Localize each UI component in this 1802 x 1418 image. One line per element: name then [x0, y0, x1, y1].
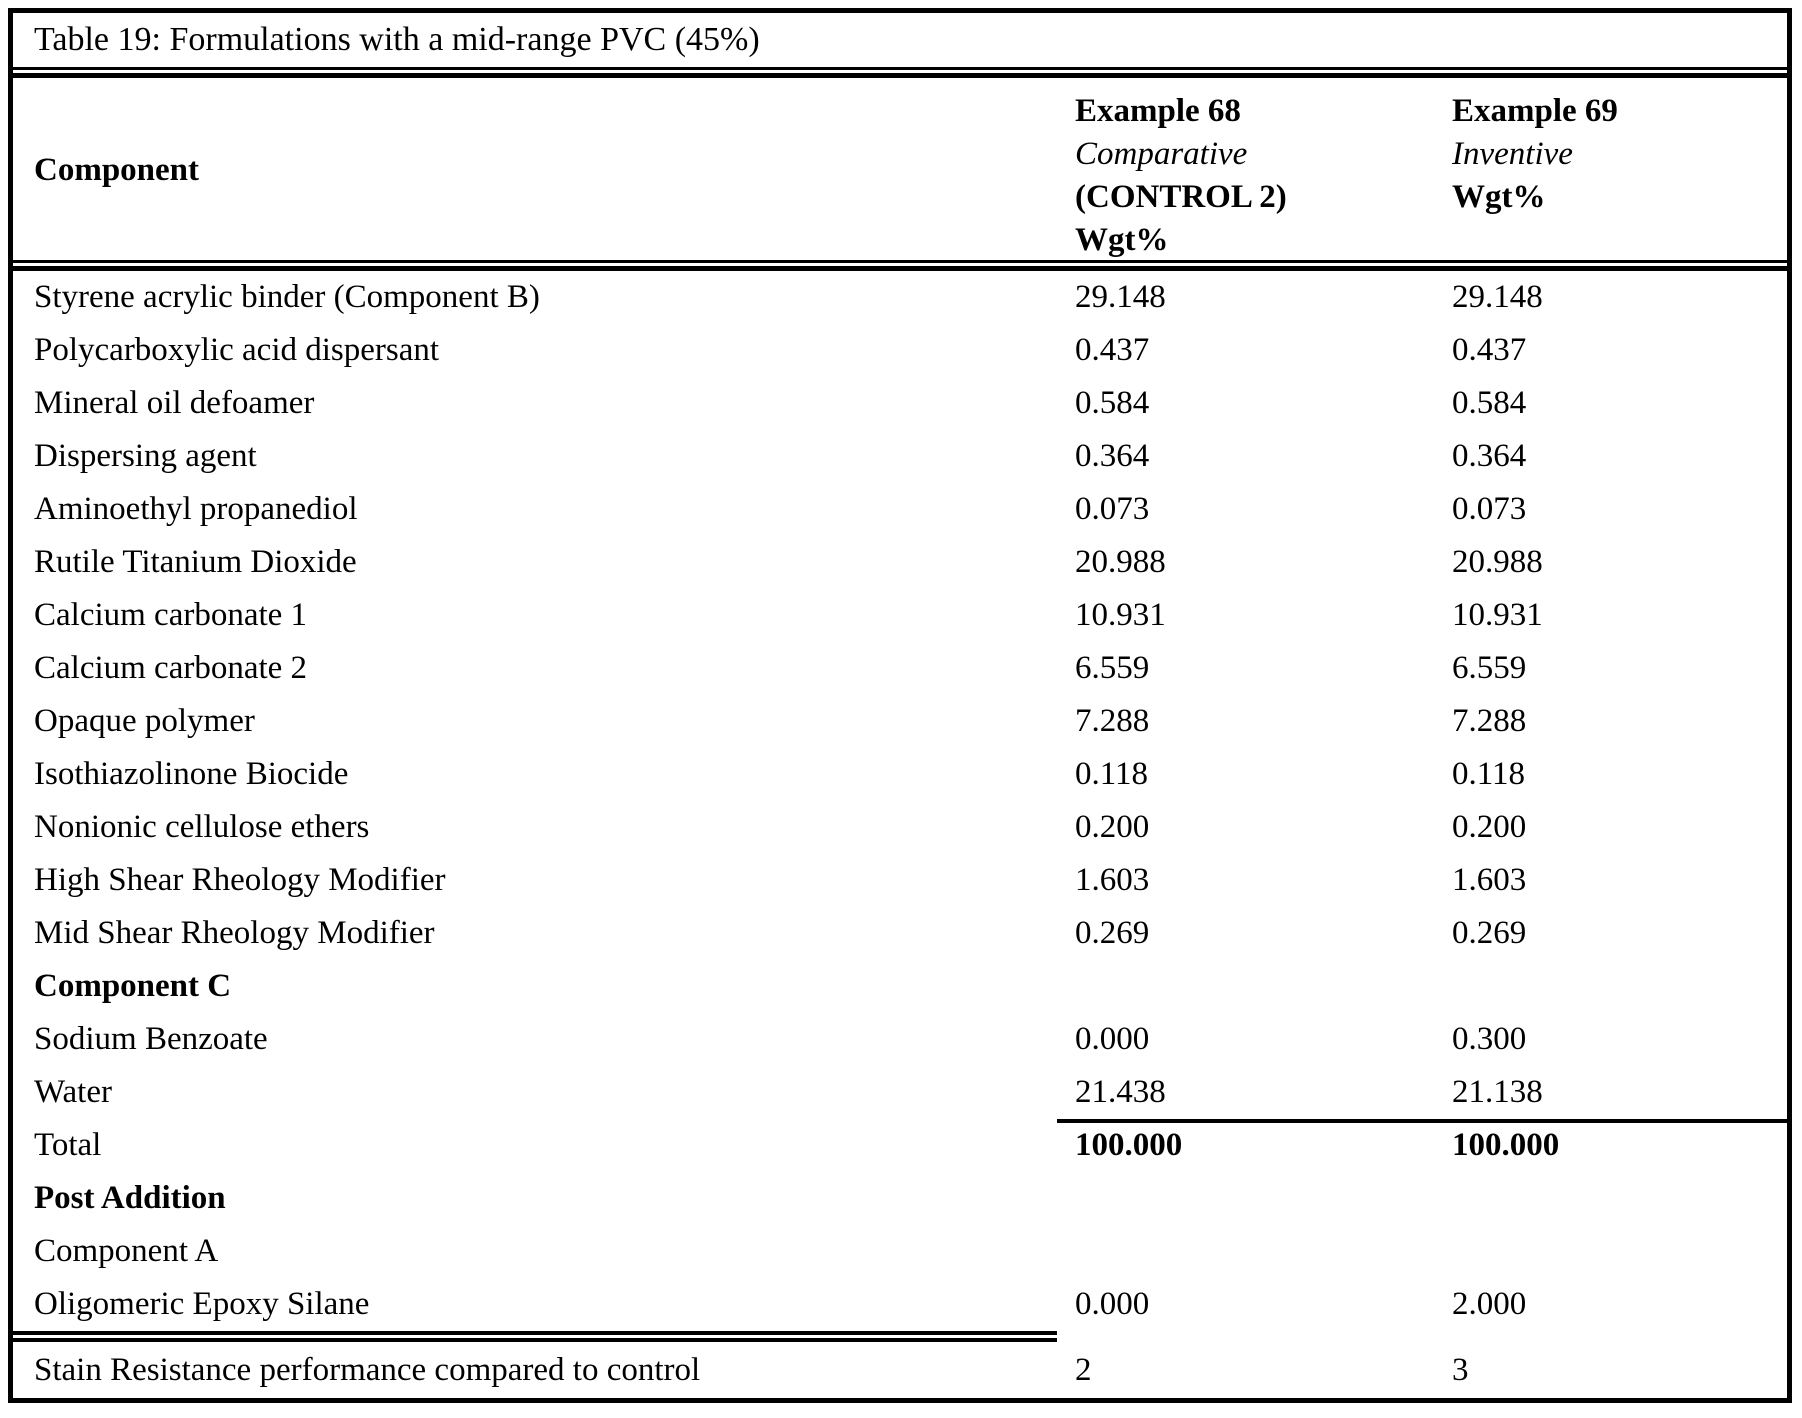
table-row: Calcium carbonate 2 6.559 6.559: [13, 642, 1787, 695]
title-separator-line: [13, 67, 1787, 78]
table-row: Oligomeric Epoxy Silane 0.000 2.000: [13, 1278, 1787, 1331]
component-cell: Calcium carbonate 1: [34, 597, 308, 633]
example-69-value-cell: 0.200: [1452, 809, 1527, 845]
example-68-value-cell: 100.000: [1075, 1127, 1183, 1163]
component-cell: Total: [34, 1127, 102, 1163]
example-69-value-cell: 10.931: [1452, 597, 1543, 633]
example-68-value-cell: 6.559: [1075, 650, 1150, 686]
example-68-value-cell: 0.000: [1075, 1021, 1150, 1057]
header-separator-line: [13, 260, 1787, 271]
example-69-value-cell: 0.073: [1452, 491, 1527, 527]
example-68-value-cell: 21.438: [1075, 1074, 1166, 1110]
example-68-value-cell: 0.200: [1075, 809, 1150, 845]
example-69-kind: Inventive: [1452, 136, 1573, 172]
component-cell: Stain Resistance performance compared to…: [34, 1351, 701, 1388]
table-row: Polycarboxylic acid dispersant 0.437 0.437: [13, 324, 1787, 377]
component-cell: Rutile Titanium Dioxide: [34, 544, 357, 580]
example-68-value-cell: 0.118: [1075, 756, 1149, 792]
example-68-value-cell: 29.148: [1075, 279, 1166, 315]
component-cell: Water: [34, 1074, 112, 1110]
example-68-name: Example 68: [1075, 93, 1241, 129]
component-cell: Nonionic cellulose ethers: [34, 809, 370, 845]
example-69-name: Example 69: [1452, 93, 1618, 129]
example-69-value-cell: 0.437: [1452, 332, 1527, 368]
example-68-value-cell: 20.988: [1075, 544, 1166, 580]
component-cell: Component A: [34, 1233, 219, 1269]
table-row: Post Addition: [13, 1172, 1787, 1225]
component-cell: Mineral oil defoamer: [34, 385, 315, 421]
example-68-kind: Comparative: [1075, 136, 1248, 172]
component-cell: Post Addition: [34, 1180, 226, 1216]
formulation-table: Table 19: Formulations with a mid-range …: [8, 8, 1792, 1403]
table-body: Styrene acrylic binder (Component B) 29.1…: [13, 271, 1787, 1331]
example-68-column-header: Example 68 Comparative (CONTROL 2) Wgt%: [1075, 78, 1452, 262]
example-69-value-cell: 3: [1452, 1351, 1469, 1388]
table-row: Sodium Benzoate 0.000 0.300: [13, 1013, 1787, 1066]
example-69-column-header: Example 69 Inventive Wgt%: [1452, 78, 1787, 262]
example-69-value-cell: 2.000: [1452, 1286, 1527, 1322]
example-68-value-cell: 0.000: [1075, 1286, 1150, 1322]
example-69-value-cell: 29.148: [1452, 279, 1543, 315]
example-68-value-cell: 1.603: [1075, 862, 1150, 898]
table-row: Aminoethyl propanediol 0.073 0.073: [13, 483, 1787, 536]
example-68-unit: Wgt%: [1075, 222, 1169, 258]
total-separator-line: [1057, 1119, 1787, 1123]
component-cell: Polycarboxylic acid dispersant: [34, 332, 440, 368]
table-row-stain-resistance: Stain Resistance performance compared to…: [13, 1342, 1787, 1398]
table-row: Isothiazolinone Biocide 0.118 0.118: [13, 748, 1787, 801]
table-row: Calcium carbonate 1 10.931 10.931: [13, 589, 1787, 642]
example-69-value-cell: 100.000: [1452, 1127, 1560, 1163]
table-row: Styrene acrylic binder (Component B) 29.1…: [13, 271, 1787, 324]
example-69-value-cell: 1.603: [1452, 862, 1527, 898]
example-69-value-cell: 0.584: [1452, 385, 1527, 421]
table-row: Mineral oil defoamer 0.584 0.584: [13, 377, 1787, 430]
example-69-value-cell: 0.118: [1452, 756, 1526, 792]
example-69-unit: Wgt%: [1452, 179, 1546, 215]
table-row: Total 100.000 100.000: [13, 1119, 1787, 1172]
example-69-value-cell: 7.288: [1452, 703, 1527, 739]
example-69-value-cell: 0.364: [1452, 438, 1527, 474]
example-68-value-cell: 0.584: [1075, 385, 1150, 421]
component-cell: Oligomeric Epoxy Silane: [34, 1286, 370, 1322]
table-row: Dispersing agent 0.364 0.364: [13, 430, 1787, 483]
example-68-value-cell: 2: [1075, 1351, 1092, 1388]
example-69-value-cell: 0.300: [1452, 1021, 1527, 1057]
component-cell: Mid Shear Rheology Modifier: [34, 915, 435, 951]
component-cell: Styrene acrylic binder (Component B): [34, 279, 540, 315]
example-69-value-cell: 21.138: [1452, 1074, 1543, 1110]
component-cell: Calcium carbonate 2: [34, 650, 308, 686]
stain-row-separator-line: [13, 1331, 1057, 1342]
table-row: Component A: [13, 1225, 1787, 1278]
example-69-value-cell: 20.988: [1452, 544, 1543, 580]
table-row: High Shear Rheology Modifier 1.603 1.603: [13, 854, 1787, 907]
table-title: Table 19: Formulations with a mid-range …: [34, 21, 760, 58]
component-cell: High Shear Rheology Modifier: [34, 862, 446, 898]
example-68-value-cell: 0.269: [1075, 915, 1150, 951]
table-row: Opaque polymer 7.288 7.288: [13, 695, 1787, 748]
table-row: Rutile Titanium Dioxide 20.988 20.988: [13, 536, 1787, 589]
example-68-control: (CONTROL 2): [1075, 179, 1287, 215]
table-row: Water 21.438 21.138: [13, 1066, 1787, 1119]
component-cell: Sodium Benzoate: [34, 1021, 268, 1057]
table-row: Mid Shear Rheology Modifier 0.269 0.269: [13, 907, 1787, 960]
component-column-header: Component: [34, 151, 200, 188]
table-row: Component C: [13, 960, 1787, 1013]
component-cell: Dispersing agent: [34, 438, 257, 474]
example-68-value-cell: 0.437: [1075, 332, 1150, 368]
component-cell: Isothiazolinone Biocide: [34, 756, 349, 792]
component-cell: Aminoethyl propanediol: [34, 491, 358, 527]
component-cell: Component C: [34, 968, 232, 1004]
example-69-value-cell: 0.269: [1452, 915, 1527, 951]
table-row: Nonionic cellulose ethers 0.200 0.200: [13, 801, 1787, 854]
example-69-value-cell: 6.559: [1452, 650, 1527, 686]
example-68-value-cell: 7.288: [1075, 703, 1150, 739]
component-cell: Opaque polymer: [34, 703, 255, 739]
table-title-row: Table 19: Formulations with a mid-range …: [13, 13, 1787, 67]
example-68-value-cell: 0.364: [1075, 438, 1150, 474]
table-header-row: Component Example 68 Comparative (CONTRO…: [13, 78, 1787, 260]
example-68-value-cell: 0.073: [1075, 491, 1150, 527]
example-68-value-cell: 10.931: [1075, 597, 1166, 633]
